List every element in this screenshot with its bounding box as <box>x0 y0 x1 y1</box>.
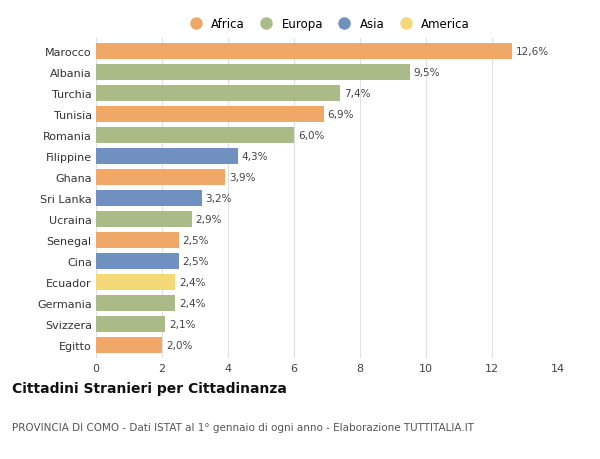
Bar <box>96 254 179 269</box>
Text: 7,4%: 7,4% <box>344 89 371 99</box>
Bar <box>96 128 294 143</box>
Bar <box>96 190 202 207</box>
Legend: Africa, Europa, Asia, America: Africa, Europa, Asia, America <box>184 18 470 31</box>
Text: 12,6%: 12,6% <box>516 47 549 56</box>
Text: 6,9%: 6,9% <box>328 110 354 119</box>
Text: 4,3%: 4,3% <box>242 151 268 162</box>
Text: 2,4%: 2,4% <box>179 298 206 308</box>
Text: 2,5%: 2,5% <box>182 257 209 267</box>
Text: 2,5%: 2,5% <box>182 235 209 246</box>
Bar <box>96 170 224 185</box>
Bar <box>96 212 192 227</box>
Bar <box>96 86 340 101</box>
Text: 6,0%: 6,0% <box>298 130 325 140</box>
Text: 9,5%: 9,5% <box>413 67 440 78</box>
Bar <box>96 233 179 248</box>
Bar <box>96 149 238 164</box>
Bar <box>96 106 324 123</box>
Bar <box>96 296 175 311</box>
Bar <box>96 337 162 353</box>
Bar <box>96 44 512 60</box>
Text: 3,9%: 3,9% <box>229 173 255 183</box>
Bar <box>96 274 175 291</box>
Bar <box>96 65 409 80</box>
Text: 2,0%: 2,0% <box>166 341 193 350</box>
Text: 2,9%: 2,9% <box>196 214 222 224</box>
Text: Cittadini Stranieri per Cittadinanza: Cittadini Stranieri per Cittadinanza <box>12 381 287 395</box>
Text: 3,2%: 3,2% <box>206 194 232 203</box>
Text: 2,1%: 2,1% <box>169 319 196 330</box>
Bar <box>96 317 166 332</box>
Text: PROVINCIA DI COMO - Dati ISTAT al 1° gennaio di ogni anno - Elaborazione TUTTITA: PROVINCIA DI COMO - Dati ISTAT al 1° gen… <box>12 422 474 432</box>
Text: 2,4%: 2,4% <box>179 278 206 287</box>
